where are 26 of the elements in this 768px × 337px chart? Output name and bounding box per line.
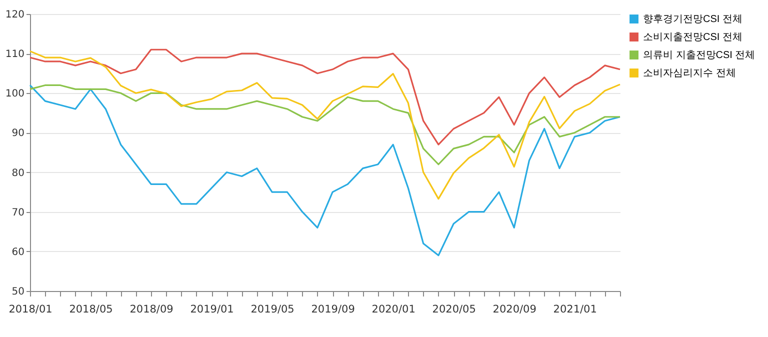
x-tick-label: 2020/09 (492, 304, 536, 316)
legend-label: 의류비 지출전망CSI 전체 (643, 50, 756, 61)
line-series (29, 48, 621, 146)
legend-label: 향후경기전망CSI 전체 (643, 14, 742, 25)
y-tick-label: 90 (12, 128, 24, 140)
x-tick-label: 2021/01 (553, 304, 597, 316)
legend-label: 소비자심리지수 전체 (643, 68, 736, 79)
x-tick-label: 2020/01 (372, 304, 416, 316)
line-series (29, 84, 621, 256)
line-series (29, 84, 621, 166)
x-tick-label: 2019/09 (311, 304, 355, 316)
y-tick-label: 50 (12, 286, 24, 298)
legend-label: 소비지출전망CSI 전체 (643, 32, 742, 43)
y-tick-label: 100 (5, 88, 24, 100)
x-tick-label: 2020/05 (432, 304, 476, 316)
line-series (29, 50, 621, 200)
y-tick-label: 70 (12, 207, 24, 218)
y-tick-label: 110 (5, 49, 24, 60)
x-tick-label: 2018/01 (8, 304, 52, 316)
x-tick-label: 2019/05 (250, 304, 294, 316)
x-tick-label: 2018/05 (69, 304, 113, 316)
x-tick-label: 2019/01 (190, 304, 234, 316)
y-tick-label: 80 (12, 168, 24, 179)
y-tick-label: 120 (5, 10, 24, 20)
x-tick-label: 2018/09 (130, 304, 174, 316)
y-tick-label: 60 (12, 246, 24, 258)
